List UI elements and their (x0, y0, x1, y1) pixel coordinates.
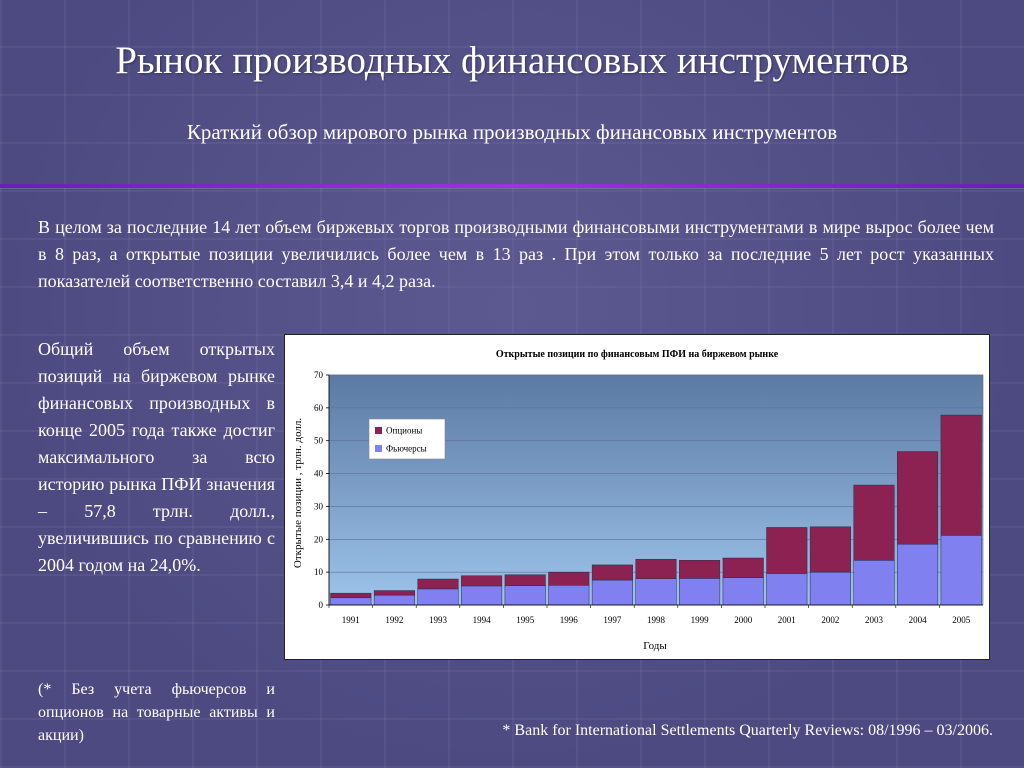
bar-futures-1993 (417, 588, 459, 606)
bar-futures-1991 (330, 597, 372, 606)
footnote: (* Без учета фьючерсов и опционов на тов… (38, 681, 275, 744)
bar-options-2001 (766, 527, 808, 574)
bar-futures-2003 (853, 560, 895, 606)
x-tick-label: 2004 (909, 615, 928, 625)
bar-options-1996 (548, 571, 590, 586)
bar-options-1993 (417, 578, 459, 590)
bar-futures-1997 (591, 579, 633, 606)
bar-futures-2000 (722, 577, 764, 606)
bar-options-2003 (853, 484, 895, 561)
x-tick-label: 1997 (603, 615, 622, 625)
x-tick-label: 1991 (342, 615, 360, 625)
bar-options-1991 (330, 592, 372, 599)
bar-futures-2002 (809, 571, 851, 606)
bar-futures-1998 (635, 578, 677, 606)
bar-options-1997 (591, 564, 633, 581)
legend-swatch-futures (375, 445, 382, 452)
x-tick-label: 1995 (516, 615, 535, 625)
x-tick-label: 2005 (952, 615, 971, 625)
x-tick-label: 1999 (691, 615, 710, 625)
y-tick-label: 30 (314, 501, 324, 511)
x-axis-label: Годы (643, 640, 667, 652)
source-note: * Bank for International Settlements Qua… (502, 722, 993, 739)
bar-futures-1999 (679, 578, 721, 606)
open-positions-chart: Открытые позиции по финансовым ПФИ на би… (292, 349, 984, 652)
y-tick-label: 60 (314, 403, 324, 413)
y-tick-label: 70 (314, 370, 324, 380)
bar-futures-1995 (504, 585, 546, 606)
y-tick-label: 20 (314, 534, 324, 544)
title-divider (0, 184, 1024, 188)
bar-futures-1996 (548, 585, 590, 606)
x-tick-label: 1993 (429, 615, 448, 625)
x-tick-label: 1994 (473, 615, 492, 625)
bar-futures-1992 (373, 594, 415, 606)
bar-group (330, 414, 982, 606)
bar-options-1995 (504, 574, 546, 586)
y-tick-label: 0 (319, 600, 324, 610)
chart-legend: Опционы Фьючерсы (368, 418, 446, 460)
x-tick-label: 2001 (778, 615, 796, 625)
x-tick-label: 2000 (734, 615, 753, 625)
bar-options-2000 (722, 557, 764, 578)
legend-label-futures: Фьючерсы (386, 444, 427, 454)
bar-options-2002 (809, 526, 851, 573)
x-tick-label: 1996 (560, 615, 579, 625)
x-tick-label: 1992 (385, 615, 403, 625)
chart-title: Открытые позиции по финансовым ПФИ на би… (496, 349, 779, 360)
bar-options-2005 (940, 414, 982, 536)
legend-box (368, 418, 446, 460)
y-axis-label: Открытые позиции , трлн. долл. (292, 418, 304, 568)
y-tick-label: 10 (314, 567, 324, 577)
legend-swatch-options (375, 427, 382, 434)
bar-futures-2004 (897, 543, 939, 606)
slide-subtitle: Краткий обзор мирового рынка производных… (186, 120, 838, 144)
bar-futures-1994 (461, 585, 503, 606)
bar-futures-2005 (940, 535, 982, 606)
slide-title: Рынок производных финансовых инструменто… (115, 39, 909, 82)
axes: 0 10 20 30 40 50 60 70 1991 1992 1993 1994 1995 1996 1… (314, 370, 983, 625)
legend-label-options: Опционы (386, 426, 422, 436)
bar-options-2004 (897, 451, 939, 545)
bar-options-1992 (373, 590, 415, 596)
bar-options-1994 (461, 575, 503, 587)
bar-options-1998 (635, 559, 677, 579)
x-tick-label: 1998 (647, 615, 666, 625)
bar-options-1999 (679, 560, 721, 579)
y-tick-label: 40 (314, 469, 324, 479)
side-paragraph: Общий объем открытых позиций на биржевом… (38, 339, 275, 575)
y-tick-label: 50 (314, 436, 324, 446)
x-tick-label: 2002 (821, 615, 839, 625)
intro-paragraph: В целом за последние 14 лет объем биржев… (38, 217, 994, 291)
bar-futures-2001 (766, 573, 808, 606)
chart-panel: Открытые позиции по финансовым ПФИ на би… (284, 334, 990, 660)
x-tick-label: 2003 (865, 615, 884, 625)
